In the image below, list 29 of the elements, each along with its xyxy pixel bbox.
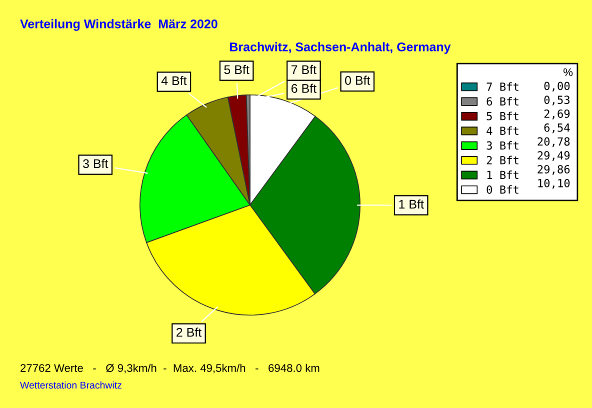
chart-subtitle: Brachwitz, Sachsen-Anhalt, Germany bbox=[230, 42, 451, 54]
legend-label: 0 Bft bbox=[486, 185, 518, 194]
legend-title: % bbox=[564, 68, 573, 76]
legend-label: 3 Bft bbox=[486, 141, 518, 150]
slice-label: 6 Bft bbox=[291, 84, 316, 93]
legend-label: 4 Bft bbox=[486, 126, 518, 135]
slice-label: 3 Bft bbox=[83, 158, 108, 168]
text: 0,00 bbox=[544, 82, 570, 92]
legend-label: 1 Bft bbox=[487, 170, 518, 179]
slice-label: 2 Bft bbox=[176, 328, 202, 337]
legend-label: 2 Bft bbox=[486, 156, 518, 164]
slice-label: 1 Bft bbox=[399, 199, 424, 209]
slice-label: 4 Bft bbox=[161, 76, 187, 86]
category-label: 7 Bft bbox=[291, 64, 316, 74]
data-label: 10,10 bbox=[538, 178, 570, 189]
data-label: 0,53 bbox=[544, 96, 570, 106]
data-label: 29,86 bbox=[538, 165, 570, 175]
data-label: 2,69 bbox=[544, 110, 570, 120]
legend-label: 5 Bft bbox=[486, 112, 518, 120]
slice-label: 0 Bft bbox=[345, 76, 370, 85]
data-label: 29,49 bbox=[538, 151, 570, 161]
chart-title: Verteilung Windstärke März 2020 bbox=[20, 19, 218, 31]
slice-label: 5 Bft bbox=[224, 64, 250, 74]
text: 27762 Werte - Ø 9,3km/h - Max. 49,5km/h - 6948.0 km bbox=[20, 364, 320, 374]
data-label: 6,54 bbox=[544, 123, 570, 134]
legend-label: 6 Bft bbox=[486, 97, 518, 106]
data-label: 20,78 bbox=[538, 137, 570, 148]
text: Wetterstation Brachwitz bbox=[20, 381, 122, 389]
legend-label: 7 Bft bbox=[486, 82, 518, 91]
